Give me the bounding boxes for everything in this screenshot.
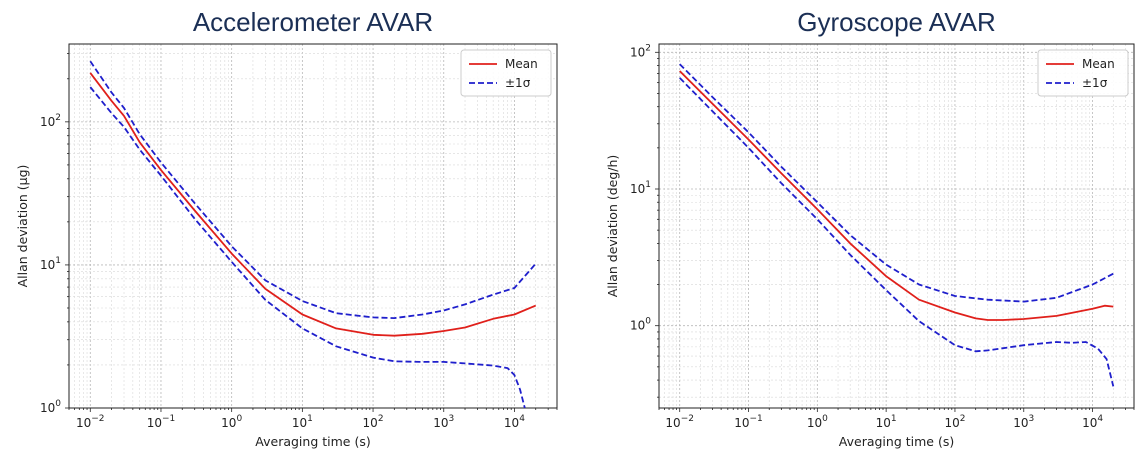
accelerometer-x-axis-label: Averaging time (s) (255, 434, 370, 449)
accelerometer-legend-box (460, 49, 552, 97)
gyroscope-tick-marks (655, 51, 1135, 412)
gyroscope-legend-label-mean: Mean (1082, 57, 1115, 71)
accelerometer-legend-label-sigma: ±1σ (505, 76, 531, 90)
gyroscope-x-tick-label: 103 (1013, 414, 1034, 430)
gyroscope-legend-label-sigma: ±1σ (1082, 76, 1108, 90)
gyroscope-plot-frame (658, 43, 1135, 409)
accelerometer-plot-frame (68, 43, 558, 409)
accelerometer-x-tick-label: 101 (292, 414, 313, 430)
accelerometer-y-tick-label: 102 (40, 113, 61, 129)
gyroscope-grid (658, 44, 1135, 408)
accelerometer-grid (68, 44, 558, 409)
accelerometer-y-tick-label: 101 (40, 256, 61, 272)
accelerometer-x-tick-label: 10−1 (147, 414, 176, 430)
gyroscope-y-tick-label: 101 (630, 180, 651, 196)
gyroscope-x-tick-label: 100 (807, 414, 828, 430)
gyroscope-x-tick-label: 102 (944, 414, 965, 430)
accelerometer-series-minus-1-sigma (89, 86, 526, 408)
gyroscope-chart-title: Gyroscope AVAR (797, 7, 995, 37)
gyroscope-chart: Gyroscope AVAR 10−2 10−1 100 101 102 103 104 100… (605, 7, 1135, 449)
accelerometer-legend: Mean ±1σ (460, 49, 552, 97)
accelerometer-x-tick-label: 10−2 (76, 414, 105, 430)
accelerometer-x-tick-label: 102 (363, 414, 384, 430)
accelerometer-series-mean (89, 72, 537, 337)
accelerometer-y-axis-label: Allan deviation (μg) (15, 165, 30, 288)
gyroscope-series-plus-1-sigma (679, 63, 1114, 303)
gyroscope-y-tick-label: 100 (630, 317, 651, 333)
accelerometer-chart-title: Accelerometer AVAR (193, 7, 433, 37)
accelerometer-chart: Accelerometer AVAR 10−2 10−1 100 101 102 103 10… (15, 7, 558, 449)
accelerometer-x-tick-label: 103 (433, 414, 454, 430)
gyroscope-legend-box (1037, 49, 1129, 97)
accelerometer-x-tick-label: 104 (504, 414, 525, 430)
accelerometer-y-tick-label: 100 (40, 399, 61, 415)
gyroscope-y-axis-label: Allan deviation (deg/h) (605, 155, 620, 298)
gyroscope-series-mean (679, 70, 1114, 321)
accelerometer-chart-panel: Accelerometer AVAR 10−2 10−1 100 101 102 103 10… (15, 7, 558, 449)
gyroscope-series-minus-1-sigma (679, 77, 1115, 387)
gyroscope-x-tick-label: 101 (876, 414, 897, 430)
gyroscope-x-tick-label: 10−1 (734, 414, 763, 430)
gyroscope-y-tick-label: 102 (630, 43, 651, 59)
accelerometer-series-plus-1-sigma (89, 60, 537, 320)
gyroscope-x-tick-label: 104 (1082, 414, 1103, 430)
accelerometer-x-tick-label: 100 (221, 414, 242, 430)
accelerometer-tick-marks (65, 53, 558, 412)
gyroscope-legend: Mean ±1σ (1037, 49, 1129, 97)
gyroscope-chart-panel: Gyroscope AVAR 10−2 10−1 100 101 102 103 104 100… (572, 0, 1144, 466)
gyroscope-x-axis-label: Averaging time (s) (839, 434, 954, 449)
accelerometer-legend-label-mean: Mean (505, 57, 538, 71)
gyroscope-x-tick-label: 10−2 (665, 414, 694, 430)
